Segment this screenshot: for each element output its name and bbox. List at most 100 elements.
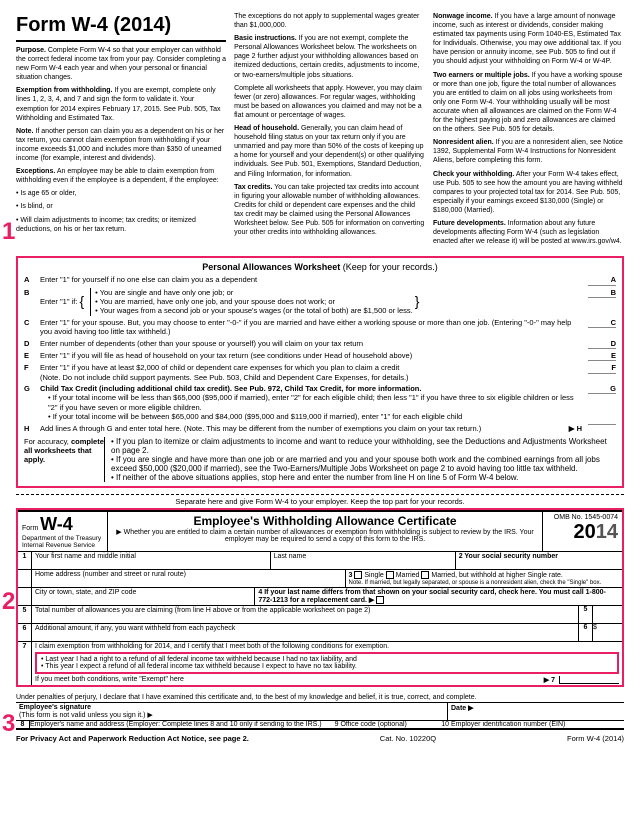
line-b3: • Your wages from a second job or your s…: [95, 306, 413, 315]
two-text: If you have a working spouse or more tha…: [433, 72, 622, 134]
city-label: City or town, state, and ZIP code: [32, 588, 254, 605]
omb-number: OMB No. 1545-0074: [547, 514, 618, 521]
line-c: Enter "1" for your spouse. But, you may …: [40, 318, 582, 337]
line-8-text: Employer's name and address (Employer: C…: [30, 721, 335, 728]
ssn-label: 2 Your social security number: [455, 552, 622, 569]
line-7b: • Last year I had a right to a refund of…: [41, 656, 613, 663]
line-5-input[interactable]: [593, 606, 622, 623]
dept-label: Department of the Treasury: [22, 535, 101, 542]
line-7c: • This year I expect a refund of all fed…: [41, 663, 613, 670]
date-label: Date ▶: [451, 705, 474, 712]
married-higher-checkbox[interactable]: [421, 571, 429, 579]
future-label: Future developments.: [433, 220, 506, 227]
hoh-label: Head of household.: [234, 125, 299, 132]
line-f-note: (Note. Do not include child support paym…: [40, 373, 409, 382]
supplemental-note: The exceptions do not apply to supplemen…: [234, 12, 425, 30]
worksheet-title: Personal Allowances Worksheet: [202, 262, 340, 272]
purpose-label: Purpose.: [16, 47, 46, 54]
perjury-text: Under penalties of perjury, I declare th…: [16, 693, 624, 703]
tax-label: Tax credits.: [234, 184, 272, 191]
single-checkbox[interactable]: [354, 571, 362, 579]
complete-worksheets: Complete all worksheets that apply. Howe…: [234, 84, 425, 120]
marital-note: Note. If married, but legally separated,…: [349, 580, 602, 586]
first-name-label: Your first name and middle initial: [32, 552, 270, 569]
basic-label: Basic instructions.: [234, 35, 297, 42]
line-7-num: 7: [18, 642, 32, 685]
nonwage-label: Nonwage income.: [433, 13, 493, 20]
footer-mid: Cat. No. 10220Q: [380, 734, 436, 743]
nra-label: Nonresident alien.: [433, 139, 494, 146]
marker-3: 3: [2, 710, 15, 738]
marker-1: 1: [2, 218, 15, 246]
address-label: Home address (number and street or rural…: [32, 570, 345, 587]
bullet-age: • Is age 65 or older,: [16, 189, 226, 198]
check-label: Check your withholding.: [433, 171, 514, 178]
accuracy-2: • If you are single and have more than o…: [111, 455, 616, 473]
exemption-conditions-box: • Last year I had a right to a refund of…: [35, 652, 619, 674]
last-name-label: Last name: [270, 552, 455, 569]
single-label: Single: [364, 572, 383, 579]
personal-allowances-worksheet: Personal Allowances Worksheet (Keep for …: [16, 256, 624, 488]
line-5-text: Total number of allowances you are claim…: [32, 606, 578, 623]
form-title: Form W-4 (2014): [16, 12, 226, 42]
footer-left: For Privacy Act and Paperwork Reduction …: [16, 734, 249, 743]
form-word: Form: [22, 525, 38, 532]
nonwage-text: If you have a large amount of nonwage in…: [433, 13, 621, 65]
year-20: 20: [574, 521, 596, 543]
line-b2: • You are married, have only one job, an…: [95, 297, 413, 306]
line-7d: If you meet both conditions, write "Exem…: [35, 676, 544, 684]
line-f: Enter "1" if you have at least $2,000 of…: [40, 363, 399, 372]
line-b1: • You are single and have only one job; …: [95, 288, 413, 297]
exemption-label: Exemption from withholding.: [16, 87, 112, 94]
line-3-num: 3: [349, 572, 353, 579]
line-g: Child Tax Credit (including additional c…: [40, 384, 421, 393]
cert-sub: ▶ Whether you are entitled to claim a ce…: [110, 528, 540, 543]
line-h: Add lines A through G and enter total he…: [40, 424, 569, 433]
line-4-text: 4 If your last name differs from that sh…: [258, 589, 606, 604]
note-label: Note.: [16, 128, 34, 135]
exceptions-label: Exceptions.: [16, 168, 55, 175]
irs-label: Internal Revenue Service: [22, 542, 95, 549]
signature-note: (This form is not valid unless you sign …: [19, 712, 153, 719]
marker-2: 2: [2, 588, 15, 616]
line-d: Enter number of dependents (other than y…: [40, 339, 582, 348]
line-10-text: 10 Employer identification number (EIN): [441, 721, 624, 728]
bullet-adjustments: • Will claim adjustments to income; tax …: [16, 216, 226, 234]
accuracy-1: • If you plan to itemize or claim adjust…: [111, 437, 616, 455]
accuracy-label: For accuracy, complete all worksheets th…: [24, 437, 104, 464]
line-e: Enter "1" if you will file as head of ho…: [40, 351, 582, 360]
married-checkbox[interactable]: [386, 571, 394, 579]
name-differs-checkbox[interactable]: [376, 596, 384, 604]
line-6-input[interactable]: $: [593, 624, 622, 641]
line-5-num: 5: [18, 606, 32, 623]
line-g2: • If your total income will be between $…: [48, 412, 582, 421]
bullet-blind: • Is blind, or: [16, 202, 226, 211]
note-text: If another person can claim you as a dep…: [16, 128, 224, 162]
line-7a: I claim exemption from withholding for 2…: [35, 643, 619, 650]
separator-text: Separate here and give Form W-4 to your …: [16, 494, 624, 506]
line-a: Enter "1" for yourself if no one else ca…: [40, 275, 582, 284]
line-6-num: 6: [18, 624, 32, 641]
line-g1: • If your total income will be less than…: [48, 393, 582, 412]
footer-right: Form W-4 (2014): [567, 734, 624, 743]
worksheet-keep: (Keep for your records.): [343, 262, 438, 272]
line-7-input[interactable]: [559, 676, 619, 684]
married-label: Married: [396, 572, 420, 579]
married-higher-label: Married, but withhold at higher Single r…: [431, 572, 563, 579]
instructions-columns: Form W-4 (2014) Purpose. Complete Form W…: [16, 12, 624, 250]
w4-label: W-4: [40, 514, 73, 534]
line-9-text: 9 Office code (optional): [335, 721, 442, 728]
accuracy-3: • If neither of the above situations app…: [111, 473, 616, 482]
page-footer: For Privacy Act and Paperwork Reduction …: [16, 734, 624, 743]
purpose-text: Complete Form W-4 so that your employer …: [16, 47, 226, 81]
hoh-text: Generally, you can claim head of househo…: [234, 125, 424, 177]
line-b-intro: Enter "1" if:: [40, 297, 77, 306]
tax-text: You can take projected tax credits into …: [234, 184, 424, 236]
line-6-text: Additional amount, if any, you want with…: [32, 624, 578, 641]
box-6-num: 6: [579, 624, 593, 641]
box-5-num: 5: [579, 606, 593, 623]
signature-label: Employee's signature: [19, 704, 91, 711]
certificate-section: Form W-4 Department of the Treasury Inte…: [16, 508, 624, 687]
cert-title: Employee's Withholding Allowance Certifi…: [110, 514, 540, 528]
year-14: 14: [596, 521, 618, 543]
